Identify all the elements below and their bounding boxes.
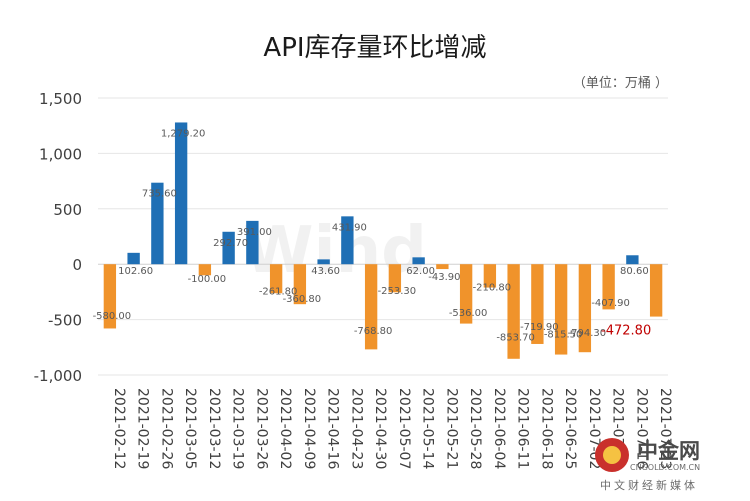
bar <box>317 259 330 265</box>
bar <box>436 264 449 270</box>
bar <box>151 182 164 265</box>
x-tick-label: 2021-06-04 <box>491 388 507 469</box>
x-tick-label: 2021-06-11 <box>515 388 531 469</box>
logo-emblem-inner-icon <box>603 446 621 464</box>
data-label: -768.80 <box>354 326 393 337</box>
data-label: 391.00 <box>237 227 272 238</box>
y-tick-label: 0 <box>72 256 82 274</box>
data-label: -580.00 <box>93 311 132 322</box>
data-label: 43.60 <box>311 266 340 277</box>
data-labels: -580.00 102.60 735.60 1,279.20 -100.00 292.70… <box>93 128 652 343</box>
y-tick-label: 1,000 <box>39 145 82 163</box>
bar <box>554 264 568 355</box>
bar <box>507 264 520 359</box>
bar <box>649 264 663 317</box>
data-label: -794.30 <box>568 328 607 339</box>
gridlines <box>98 97 668 376</box>
chart-title: API库存量环比增减 <box>263 33 486 63</box>
x-tick-label: 2021-03-26 <box>253 388 269 469</box>
y-tick-label: 500 <box>53 201 82 219</box>
data-label: -210.80 <box>473 283 512 294</box>
x-tick-label: 2021-04-23 <box>348 388 364 469</box>
x-axis: 2021-02-12 2021-02-19 2021-02-26 2021-03-05… <box>111 388 673 469</box>
data-label: -253.30 <box>378 286 417 297</box>
x-tick-label: 2021-02-19 <box>135 388 151 469</box>
logo-badge: 中金网 CNGOLD.COM.CN 中文财经新媒体 <box>595 438 700 492</box>
data-label: 62.00 <box>406 266 435 277</box>
bar <box>174 122 188 265</box>
bar <box>103 264 117 329</box>
x-tick-label: 2021-04-30 <box>372 388 388 469</box>
logo-slogan: 中文财经新媒体 <box>600 478 698 492</box>
data-label: -261.80 <box>259 287 298 298</box>
x-tick-label: 2021-06-18 <box>538 388 554 469</box>
logo-name: 中金网 <box>637 439 700 463</box>
bar <box>293 264 307 305</box>
data-label: 1,279.20 <box>161 128 206 139</box>
data-label: -360.80 <box>283 294 322 305</box>
data-label: -407.90 <box>591 298 630 309</box>
x-tick-label: 2021-04-09 <box>301 388 317 469</box>
bars <box>103 122 663 359</box>
bar <box>341 216 354 265</box>
x-tick-label: 2021-06-25 <box>562 388 578 469</box>
data-label: 102.60 <box>118 266 153 277</box>
bar <box>222 231 235 265</box>
x-tick-label: 2021-05-21 <box>443 388 459 469</box>
x-tick-label: 2021-03-12 <box>206 388 222 469</box>
x-tick-label: 2021-02-12 <box>111 388 127 469</box>
data-label: -536.00 <box>449 308 488 319</box>
x-tick-label: 2021-03-19 <box>230 388 246 469</box>
x-tick-label: 2021-05-14 <box>420 388 436 469</box>
data-label: -43.90 <box>428 272 460 283</box>
bar <box>388 264 402 293</box>
y-tick-label: 1,500 <box>39 90 82 108</box>
bar <box>198 264 212 276</box>
x-tick-label: 2021-04-02 <box>277 388 293 469</box>
data-label: -815.50 <box>544 329 583 340</box>
x-tick-label: 2021-07-16 <box>633 388 649 469</box>
logo-domain: CNGOLD.COM.CN <box>630 463 700 472</box>
bar <box>483 264 497 288</box>
data-label: -100.00 <box>188 274 227 285</box>
data-label: 735.60 <box>142 189 177 200</box>
bar <box>127 252 140 265</box>
y-axis: 1,500 1,000 500 0 -500 -1,000 <box>34 90 82 385</box>
bar <box>246 220 259 265</box>
x-tick-label: 2021-03-05 <box>182 388 198 469</box>
x-tick-label: 2021-02-26 <box>158 388 174 469</box>
bar <box>412 257 425 265</box>
y-tick-label: -1,000 <box>34 367 82 385</box>
x-tick-label: 2021-04-16 <box>325 388 341 469</box>
y-tick-label: -500 <box>48 312 82 330</box>
data-label: -719.90 <box>520 322 559 333</box>
bar <box>531 264 544 344</box>
x-tick-label: 2021-07-23 <box>657 388 673 469</box>
bar <box>269 264 283 294</box>
bar <box>364 264 378 350</box>
x-tick-label: 2021-05-07 <box>396 388 412 469</box>
bar <box>626 255 639 265</box>
bar <box>578 264 592 353</box>
bar <box>459 264 473 324</box>
bar <box>602 264 615 310</box>
data-label: 292.70 <box>213 238 248 249</box>
data-label: 431.90 <box>332 222 367 233</box>
x-tick-label: 2021-05-28 <box>467 388 483 469</box>
unit-label: （单位：万桶 ） <box>573 76 668 91</box>
data-label: 80.60 <box>620 266 649 277</box>
data-label: -853.70 <box>496 332 535 343</box>
data-label: -472.80 <box>601 324 651 339</box>
